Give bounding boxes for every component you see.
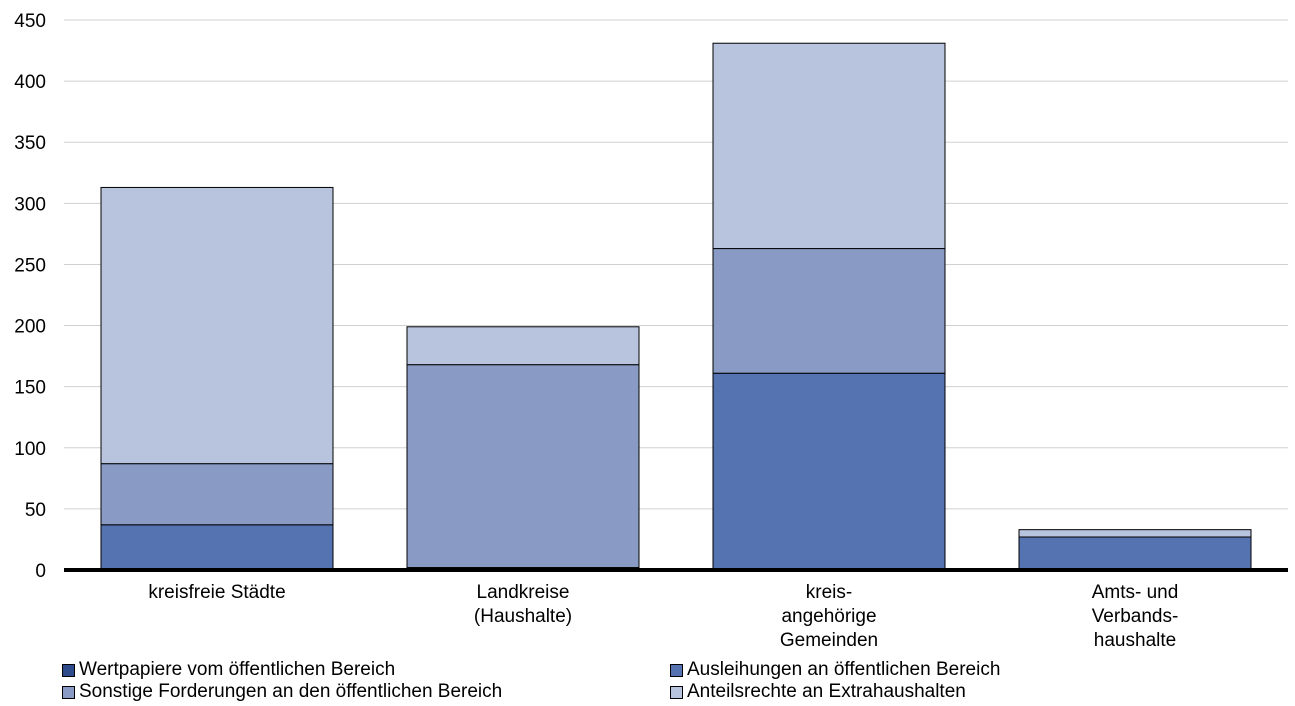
y-tick-label-450: 450 — [14, 11, 46, 32]
bar-segment-3-1 — [1018, 536, 1252, 571]
y-tick-label-0: 0 — [35, 561, 46, 582]
x-category-label-3-line-1: Verbands- — [1092, 606, 1179, 627]
legend-swatch-wertpapiere — [62, 663, 75, 677]
legend-item-wertpapiere: Wertpapiere vom öffentlichen Bereich — [62, 659, 395, 681]
legend-label-ausleihungen: Ausleihungen an öffentlichen Bereich — [687, 659, 1001, 680]
x-category-label-2-line-1: angehörige — [781, 606, 876, 627]
bar-segment-0-2 — [100, 463, 334, 526]
legend-label-anteilsrechte: Anteilsrechte an Extrahaushalten — [687, 681, 966, 702]
x-category-label-2-line-2: Gemeinden — [780, 630, 878, 651]
legend-swatch-sonstige-forderungen — [62, 685, 75, 699]
legend-item-ausleihungen: Ausleihungen an öffentlichen Bereich — [670, 659, 1000, 681]
y-tick-label-100: 100 — [14, 439, 46, 460]
x-category-label-3-line-0: Amts- und — [1092, 582, 1179, 603]
legend: Wertpapiere vom öffentlichen Bereich Aus… — [62, 659, 1262, 703]
y-tick-label-150: 150 — [14, 378, 46, 399]
bar-segment-2-3 — [712, 42, 946, 250]
bar-segment-3-3 — [1018, 529, 1252, 538]
x-category-label-2-line-0: kreis- — [806, 582, 852, 603]
bar-segment-2-2 — [712, 248, 946, 374]
x-category-label-3-line-2: haushalte — [1094, 630, 1176, 651]
legend-label-wertpapiere: Wertpapiere vom öffentlichen Bereich — [79, 659, 396, 680]
legend-item-anteilsrechte: Anteilsrechte an Extrahaushalten — [670, 681, 966, 703]
legend-item-sonstige-forderungen: Sonstige Forderungen an den öffentlichen… — [62, 681, 502, 703]
y-tick-label-250: 250 — [14, 255, 46, 276]
x-category-label-1-line-0: Landkreise — [477, 582, 570, 603]
bar-segment-0-3 — [100, 186, 334, 465]
y-tick-label-200: 200 — [14, 317, 46, 338]
x-axis-category-labels: kreisfreie Städte Landkreise (Haushalte) kr… — [148, 582, 1178, 651]
y-tick-label-350: 350 — [14, 133, 46, 154]
bars — [100, 42, 1252, 571]
y-tick-label-300: 300 — [14, 194, 46, 215]
stacked-bar-chart: 0 50 100 150 200 250 300 350 400 450 kreisfreie S… — [14, 11, 1288, 651]
bar-segment-1-2 — [406, 364, 640, 569]
y-axis-tick-labels: 0 50 100 150 200 250 300 350 400 450 — [14, 11, 46, 582]
x-category-label-0-line-0: kreisfreie Städte — [148, 582, 285, 603]
legend-swatch-anteilsrechte — [670, 685, 683, 699]
legend-label-sonstige-forderungen: Sonstige Forderungen an den öffentlichen… — [79, 681, 503, 702]
bar-segment-2-1 — [712, 372, 946, 571]
bar-segment-0-1 — [100, 524, 334, 571]
y-tick-label-400: 400 — [14, 72, 46, 93]
y-tick-label-50: 50 — [25, 500, 46, 521]
bar-segment-1-3 — [406, 326, 640, 366]
x-category-label-1-line-1: (Haushalte) — [474, 606, 572, 627]
legend-swatch-ausleihungen — [670, 663, 683, 677]
